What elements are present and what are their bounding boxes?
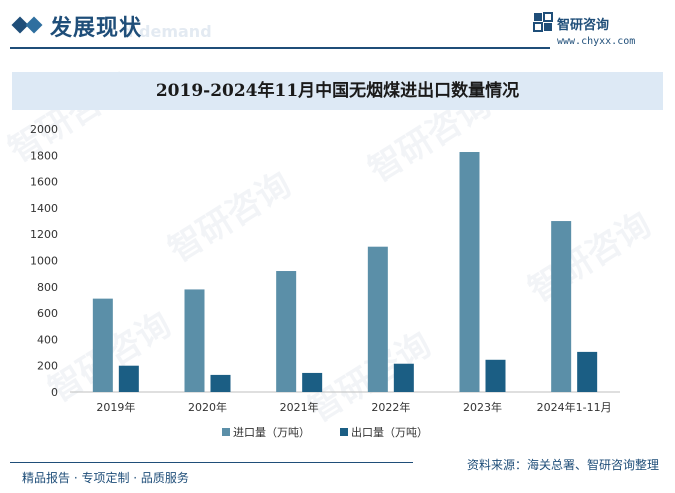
import-bar [551,221,572,392]
legend-label-import: 进口量（万吨） [233,426,310,439]
y-tick-label: 1000 [30,255,58,268]
chart-title: 2019-2024年11月中国无烟煤进出口数量情况 [155,81,520,101]
import-bar [367,246,388,392]
import-bar [276,271,297,392]
x-tick-label: 2021年 [280,400,319,414]
header: d demand 发展现状 智研咨询 www.chyxx.com [0,0,675,50]
legend-swatch-import [222,428,230,436]
export-bar [302,372,323,392]
y-tick-label: 200 [37,360,58,373]
header-divider [10,47,550,49]
export-bar [118,365,139,392]
brand-logo: 智研咨询 www.chyxx.com [533,10,653,50]
footer-tagline: 精品报告 · 专项定制 · 品质服务 [22,471,189,485]
footer-divider [10,462,413,463]
import-bar [184,289,205,392]
x-tick-label: 2020年 [188,400,227,414]
legend-swatch-export [340,428,348,436]
y-tick-label: 2000 [30,123,58,136]
brand-url: www.chyxx.com [557,36,636,47]
y-tick-label: 400 [37,333,58,346]
y-tick-label: 1200 [30,228,58,241]
y-tick-label: 0 [51,386,58,399]
x-tick-label: 2019年 [96,400,135,414]
import-bar [459,152,480,392]
y-tick-label: 800 [37,281,58,294]
brand-name: 智研咨询 [557,18,610,33]
legend-label-export: 出口量（万吨） [351,425,428,439]
export-bar [485,359,506,392]
section-title: 发展现状 [50,16,143,41]
y-tick-label: 600 [37,307,58,320]
footer-source: 资料来源：海关总署、智研咨询整理 [466,458,659,472]
y-tick-label: 1800 [30,149,58,162]
export-bar [577,351,598,392]
y-tick-label: 1400 [30,202,58,215]
brand-logo-icon [533,12,553,32]
x-tick-label: 2024年1-11月 [537,400,612,414]
chart-title-band: 2019-2024年11月中国无烟煤进出口数量情况 [12,72,663,110]
ghost-subtitle: d demand [122,22,212,41]
export-bar [393,363,414,392]
import-bar [92,298,113,392]
x-tick-label: 2023年 [463,400,502,414]
export-bar [210,374,231,392]
y-tick-label: 1600 [30,176,58,189]
x-tick-label: 2022年 [371,400,410,414]
